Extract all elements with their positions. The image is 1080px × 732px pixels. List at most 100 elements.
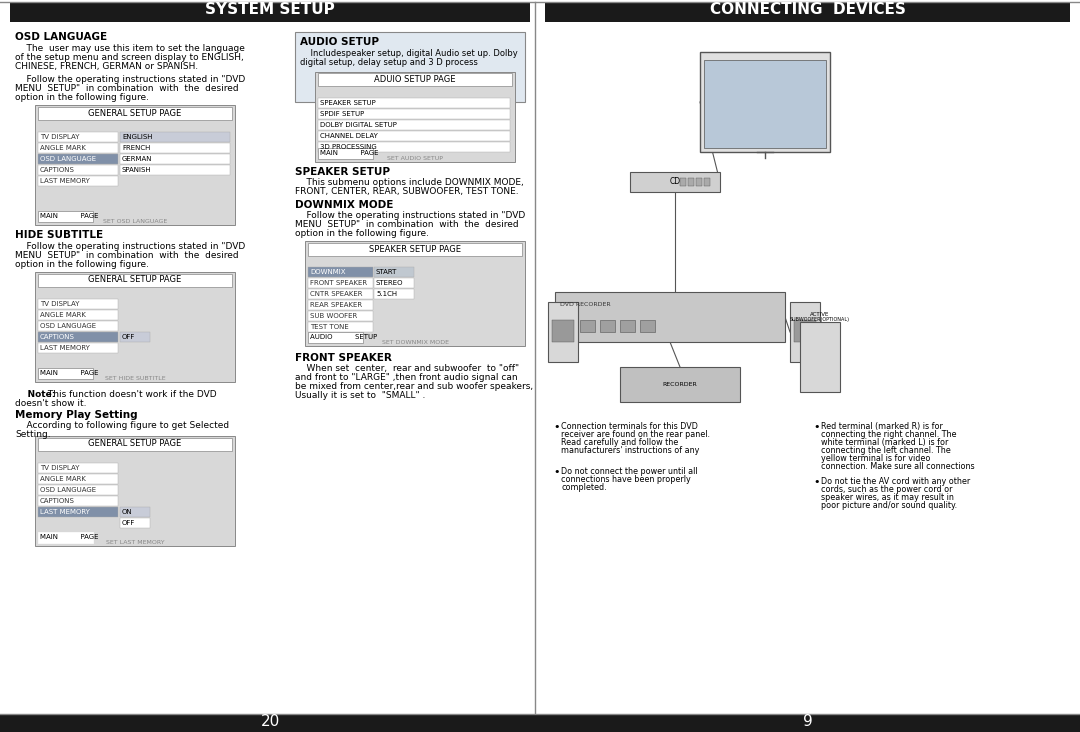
Text: TV DISPLAY: TV DISPLAY <box>40 301 80 307</box>
Text: CHANNEL DELAY: CHANNEL DELAY <box>320 133 378 139</box>
Bar <box>640 320 654 332</box>
Bar <box>552 320 573 342</box>
Text: poor picture and/or sound quality.: poor picture and/or sound quality. <box>821 501 957 510</box>
Text: white terminal (marked L) is for: white terminal (marked L) is for <box>821 438 948 447</box>
Bar <box>38 321 118 331</box>
Text: receiver are found on the rear panel.: receiver are found on the rear panel. <box>561 430 710 439</box>
Bar <box>38 438 232 451</box>
Bar <box>38 165 118 175</box>
Bar <box>305 241 525 346</box>
Text: This function doesn't work if the DVD: This function doesn't work if the DVD <box>45 390 217 399</box>
Text: •: • <box>553 422 559 432</box>
Bar <box>308 322 373 332</box>
Bar <box>38 332 118 342</box>
Bar <box>38 299 118 309</box>
Bar <box>688 178 694 186</box>
Bar <box>35 105 235 225</box>
Bar <box>120 507 150 517</box>
Text: CAPTIONS: CAPTIONS <box>40 334 75 340</box>
Text: ANGLE MARK: ANGLE MARK <box>40 145 86 151</box>
Text: TEST TONE: TEST TONE <box>310 324 349 330</box>
Bar <box>789 302 820 362</box>
Bar <box>318 131 510 141</box>
Text: Do not connect the power until all: Do not connect the power until all <box>561 467 698 476</box>
Text: RECORDER: RECORDER <box>663 381 698 386</box>
Text: ACTIVE: ACTIVE <box>810 312 829 316</box>
Text: Follow the operating instructions stated in "DVD: Follow the operating instructions stated… <box>15 75 245 84</box>
Text: Follow the operating instructions stated in "DVD: Follow the operating instructions stated… <box>15 242 245 251</box>
Text: DOLBY DIGITAL SETUP: DOLBY DIGITAL SETUP <box>320 122 396 128</box>
Text: DVD RECORDER: DVD RECORDER <box>561 302 610 307</box>
Bar <box>38 274 232 287</box>
Text: Follow the operating instructions stated in "DVD: Follow the operating instructions stated… <box>295 211 525 220</box>
Bar <box>308 300 373 310</box>
Bar <box>120 154 230 164</box>
Text: OSD LANGUAGE: OSD LANGUAGE <box>40 487 96 493</box>
Text: connection. Make sure all connections: connection. Make sure all connections <box>821 462 974 471</box>
Text: connections have been properly: connections have been properly <box>561 475 691 484</box>
Text: This submenu options include DOWNMIX MODE,: This submenu options include DOWNMIX MOD… <box>295 178 524 187</box>
Text: START: START <box>376 269 397 275</box>
Text: LAST MEMORY: LAST MEMORY <box>40 178 90 184</box>
Text: SPANISH: SPANISH <box>122 167 151 173</box>
Text: connecting the left channel. The: connecting the left channel. The <box>821 446 950 455</box>
Bar <box>374 289 414 299</box>
Text: ON: ON <box>122 509 133 515</box>
Text: MENU  SETUP"  in combination  with  the  desired: MENU SETUP" in combination with the desi… <box>295 220 518 229</box>
Bar <box>38 154 118 164</box>
Text: CNTR SPEAKER: CNTR SPEAKER <box>310 291 363 297</box>
Text: ANGLE MARK: ANGLE MARK <box>40 312 86 318</box>
Text: Connection terminals for this DVD: Connection terminals for this DVD <box>561 422 698 431</box>
Bar <box>580 320 595 332</box>
Bar <box>120 332 150 342</box>
Text: FRENCH: FRENCH <box>122 145 150 151</box>
Bar <box>704 60 826 148</box>
Text: SET AUDIO SETUP: SET AUDIO SETUP <box>387 156 443 161</box>
Bar <box>0 714 1080 732</box>
Text: CAPTIONS: CAPTIONS <box>40 498 75 504</box>
Text: CD: CD <box>670 177 680 187</box>
Text: OSD LANGUAGE: OSD LANGUAGE <box>40 156 96 162</box>
Text: FRONT SPEAKER: FRONT SPEAKER <box>310 280 367 286</box>
Text: GERMAN: GERMAN <box>122 156 152 162</box>
Bar <box>120 132 230 142</box>
Text: REAR SPEAKER: REAR SPEAKER <box>310 302 362 308</box>
Bar <box>318 120 510 130</box>
Text: MENU  SETUP"  in combination  with  the  desired: MENU SETUP" in combination with the desi… <box>15 251 239 260</box>
Text: completed.: completed. <box>561 483 607 492</box>
Text: CAPTIONS: CAPTIONS <box>40 167 75 173</box>
Text: Do not tie the AV cord with any other: Do not tie the AV cord with any other <box>821 477 970 486</box>
Text: GENERAL SETUP PAGE: GENERAL SETUP PAGE <box>89 108 181 118</box>
Bar <box>318 148 373 159</box>
Text: yellow terminal is for video: yellow terminal is for video <box>821 454 930 463</box>
Text: FRONT SPEAKER: FRONT SPEAKER <box>295 353 392 363</box>
Bar <box>38 496 118 506</box>
Text: 20: 20 <box>260 714 280 730</box>
Bar <box>295 32 525 102</box>
Bar <box>10 2 530 22</box>
Bar <box>620 367 740 402</box>
Bar <box>38 132 118 142</box>
Text: Note:: Note: <box>15 390 55 399</box>
Text: CHINESE, FRENCH, GERMAN or SPANISH.: CHINESE, FRENCH, GERMAN or SPANISH. <box>15 62 198 71</box>
Bar <box>318 73 512 86</box>
Bar <box>318 98 510 108</box>
Text: TV DISPLAY: TV DISPLAY <box>40 134 80 140</box>
Text: •: • <box>813 422 820 432</box>
Bar <box>794 320 816 342</box>
Text: LAST MEMORY: LAST MEMORY <box>40 345 90 351</box>
Text: SPDIF SETUP: SPDIF SETUP <box>320 111 364 117</box>
Text: option in the following figure.: option in the following figure. <box>15 93 149 102</box>
Text: SET DOWNMIX MODE: SET DOWNMIX MODE <box>381 340 448 345</box>
Text: SYSTEM SETUP: SYSTEM SETUP <box>205 2 335 18</box>
Text: The  user may use this item to set the language: The user may use this item to set the la… <box>15 44 245 53</box>
Text: OSD LANGUAGE: OSD LANGUAGE <box>40 323 96 329</box>
Text: cords, such as the power cord or: cords, such as the power cord or <box>821 485 953 494</box>
Text: MAIN          PAGE: MAIN PAGE <box>320 150 378 156</box>
Text: manufacturers' instructions of any: manufacturers' instructions of any <box>561 446 700 455</box>
Text: option in the following figure.: option in the following figure. <box>15 260 149 269</box>
Text: 5.1CH: 5.1CH <box>376 291 397 297</box>
Bar <box>38 463 118 473</box>
Text: DOWNMIX: DOWNMIX <box>310 269 346 275</box>
Bar <box>374 278 414 288</box>
